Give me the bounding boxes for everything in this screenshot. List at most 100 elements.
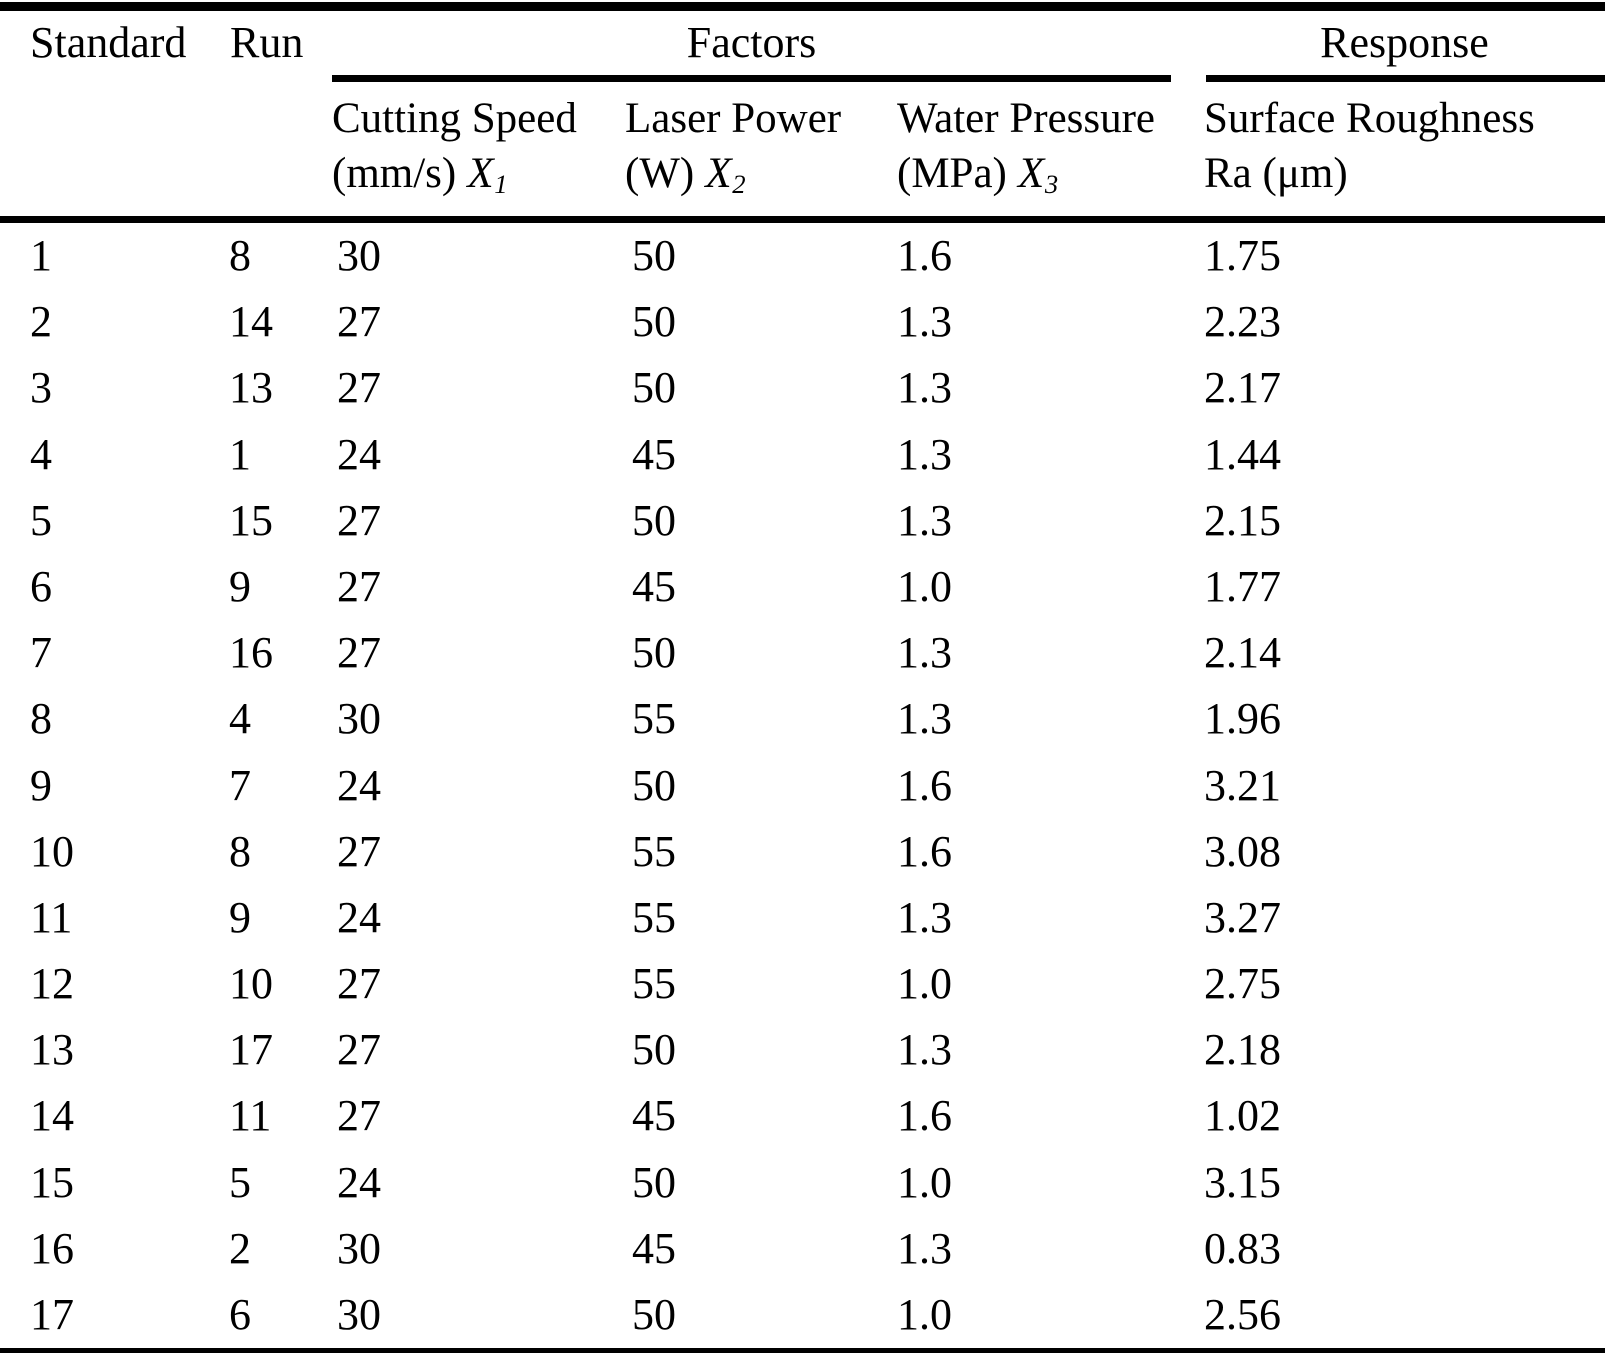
laser-power-cell: 50 bbox=[632, 628, 676, 678]
cutting-speed-cell: 24 bbox=[337, 429, 381, 479]
factors-group-underline bbox=[332, 75, 1171, 82]
water-pressure-cell: 1.6 bbox=[897, 1091, 952, 1141]
table-subheader-row: Cutting Speed (mm/s) X1 Laser Power (W) X2… bbox=[0, 82, 1605, 216]
laser-power-cell: 55 bbox=[632, 959, 676, 1009]
laser-power-name: Laser Power bbox=[625, 95, 842, 142]
surface-roughness-cell: 2.56 bbox=[1204, 1290, 1281, 1339]
cutting-speed-cell: 30 bbox=[337, 231, 381, 280]
run-cell: 13 bbox=[229, 363, 273, 413]
standard-cell: 5 bbox=[30, 495, 52, 545]
table-row: 4 1 24 45 1.3 1.44 bbox=[0, 422, 1605, 488]
laser-power-cell: 50 bbox=[632, 495, 676, 545]
standard-cell: 12 bbox=[30, 959, 74, 1009]
column-group-factors: Factors bbox=[332, 11, 1204, 82]
table-row: 1 8 30 50 1.6 1.75 bbox=[0, 223, 1605, 289]
surface-roughness-cell: 3.08 bbox=[1204, 826, 1281, 876]
run-cell: 9 bbox=[229, 561, 251, 611]
column-header-water-pressure: Water Pressure (MPa) X3 bbox=[897, 91, 1204, 206]
laser-power-cell: 45 bbox=[632, 1091, 676, 1141]
table-row: 11 9 24 55 1.3 3.27 bbox=[0, 885, 1605, 951]
laser-power-unit-symbol: (W) X2 bbox=[625, 150, 746, 199]
column-header-laser-power: Laser Power (W) X2 bbox=[620, 91, 897, 206]
laser-power-cell: 50 bbox=[632, 1157, 676, 1207]
cutting-speed-cell: 27 bbox=[337, 561, 381, 611]
water-pressure-cell: 1.0 bbox=[897, 959, 952, 1009]
water-pressure-cell: 1.0 bbox=[897, 1290, 952, 1339]
cutting-speed-unit-symbol: (mm/s) X1 bbox=[332, 150, 508, 199]
cutting-speed-cell: 27 bbox=[337, 363, 381, 413]
cutting-speed-cell: 27 bbox=[337, 1025, 381, 1075]
table-row: 15 5 24 50 1.0 3.15 bbox=[0, 1150, 1605, 1216]
water-pressure-cell: 1.3 bbox=[897, 1025, 952, 1075]
run-cell: 9 bbox=[229, 892, 251, 942]
column-header-standard: Standard bbox=[30, 18, 187, 67]
run-cell: 15 bbox=[229, 495, 273, 545]
laser-power-symbol: X bbox=[705, 150, 732, 197]
water-pressure-name: Water Pressure bbox=[897, 95, 1156, 142]
cutting-speed-cell: 27 bbox=[337, 297, 381, 347]
cutting-speed-name: Cutting Speed bbox=[332, 95, 577, 142]
empty-cell bbox=[30, 91, 222, 206]
water-pressure-cell: 1.3 bbox=[897, 363, 952, 413]
table-row: 9 7 24 50 1.6 3.21 bbox=[0, 753, 1605, 819]
table-row: 14 11 27 45 1.6 1.02 bbox=[0, 1083, 1605, 1149]
column-group-response: Response bbox=[1204, 11, 1605, 82]
surface-roughness-cell: 1.77 bbox=[1204, 561, 1281, 611]
response-group-label: Response bbox=[1320, 18, 1489, 67]
table-row: 10 8 27 55 1.6 3.08 bbox=[0, 819, 1605, 885]
laser-power-cell: 45 bbox=[632, 1223, 676, 1273]
empty-cell bbox=[222, 91, 332, 206]
standard-cell: 3 bbox=[30, 363, 52, 413]
surface-roughness-cell: 2.23 bbox=[1204, 297, 1281, 347]
run-cell: 8 bbox=[229, 231, 251, 280]
surface-roughness-cell: 2.18 bbox=[1204, 1025, 1281, 1075]
run-cell: 16 bbox=[229, 628, 273, 678]
water-pressure-cell: 1.3 bbox=[897, 495, 952, 545]
surface-roughness-cell: 2.75 bbox=[1204, 959, 1281, 1009]
table-row: 13 17 27 50 1.3 2.18 bbox=[0, 1017, 1605, 1083]
surface-roughness-cell: 1.75 bbox=[1204, 231, 1281, 280]
laser-power-cell: 50 bbox=[632, 1025, 676, 1075]
surface-roughness-cell: 2.15 bbox=[1204, 495, 1281, 545]
water-pressure-cell: 1.0 bbox=[897, 561, 952, 611]
laser-power-cell: 50 bbox=[632, 297, 676, 347]
surface-roughness-cell: 1.02 bbox=[1204, 1091, 1281, 1141]
surface-roughness-cell: 2.14 bbox=[1204, 628, 1281, 678]
cutting-speed-cell: 24 bbox=[337, 892, 381, 942]
standard-cell: 15 bbox=[30, 1157, 74, 1207]
laser-power-cell: 50 bbox=[632, 363, 676, 413]
cutting-speed-cell: 30 bbox=[337, 1223, 381, 1273]
laser-power-cell: 45 bbox=[632, 429, 676, 479]
table-header-rule bbox=[0, 216, 1605, 223]
cutting-speed-cell: 30 bbox=[337, 694, 381, 744]
standard-cell: 2 bbox=[30, 297, 52, 347]
standard-cell: 17 bbox=[30, 1290, 74, 1339]
cutting-speed-cell: 30 bbox=[337, 1290, 381, 1339]
table-group-header-row: Standard Run Factors Response bbox=[0, 11, 1605, 82]
column-header-surface-roughness: Surface Roughness Ra (μm) bbox=[1204, 91, 1605, 206]
run-cell: 2 bbox=[229, 1223, 251, 1273]
surface-roughness-cell: 1.44 bbox=[1204, 429, 1281, 479]
laser-power-cell: 50 bbox=[632, 231, 676, 280]
table-row: 5 15 27 50 1.3 2.15 bbox=[0, 488, 1605, 554]
laser-power-symbol-subscript: 2 bbox=[732, 168, 746, 199]
run-cell: 1 bbox=[229, 429, 251, 479]
standard-cell: 8 bbox=[30, 694, 52, 744]
table-row: 3 13 27 50 1.3 2.17 bbox=[0, 355, 1605, 421]
table-row: 2 14 27 50 1.3 2.23 bbox=[0, 289, 1605, 355]
table-top-border bbox=[0, 2, 1605, 11]
surface-roughness-cell: 0.83 bbox=[1204, 1223, 1281, 1273]
water-pressure-cell: 1.6 bbox=[897, 826, 952, 876]
run-cell: 11 bbox=[229, 1091, 272, 1141]
table-body: 1 8 30 50 1.6 1.75 2 14 27 50 1.3 2.23 3… bbox=[0, 223, 1605, 1348]
laser-power-cell: 50 bbox=[632, 1290, 676, 1339]
table-row: 7 16 27 50 1.3 2.14 bbox=[0, 620, 1605, 686]
run-cell: 7 bbox=[229, 760, 251, 810]
surface-roughness-cell: 3.21 bbox=[1204, 760, 1281, 810]
table-row: 16 2 30 45 1.3 0.83 bbox=[0, 1216, 1605, 1282]
standard-cell: 4 bbox=[30, 429, 52, 479]
column-header-cutting-speed: Cutting Speed (mm/s) X1 bbox=[332, 91, 620, 206]
water-pressure-cell: 1.3 bbox=[897, 892, 952, 942]
water-pressure-cell: 1.6 bbox=[897, 231, 952, 280]
